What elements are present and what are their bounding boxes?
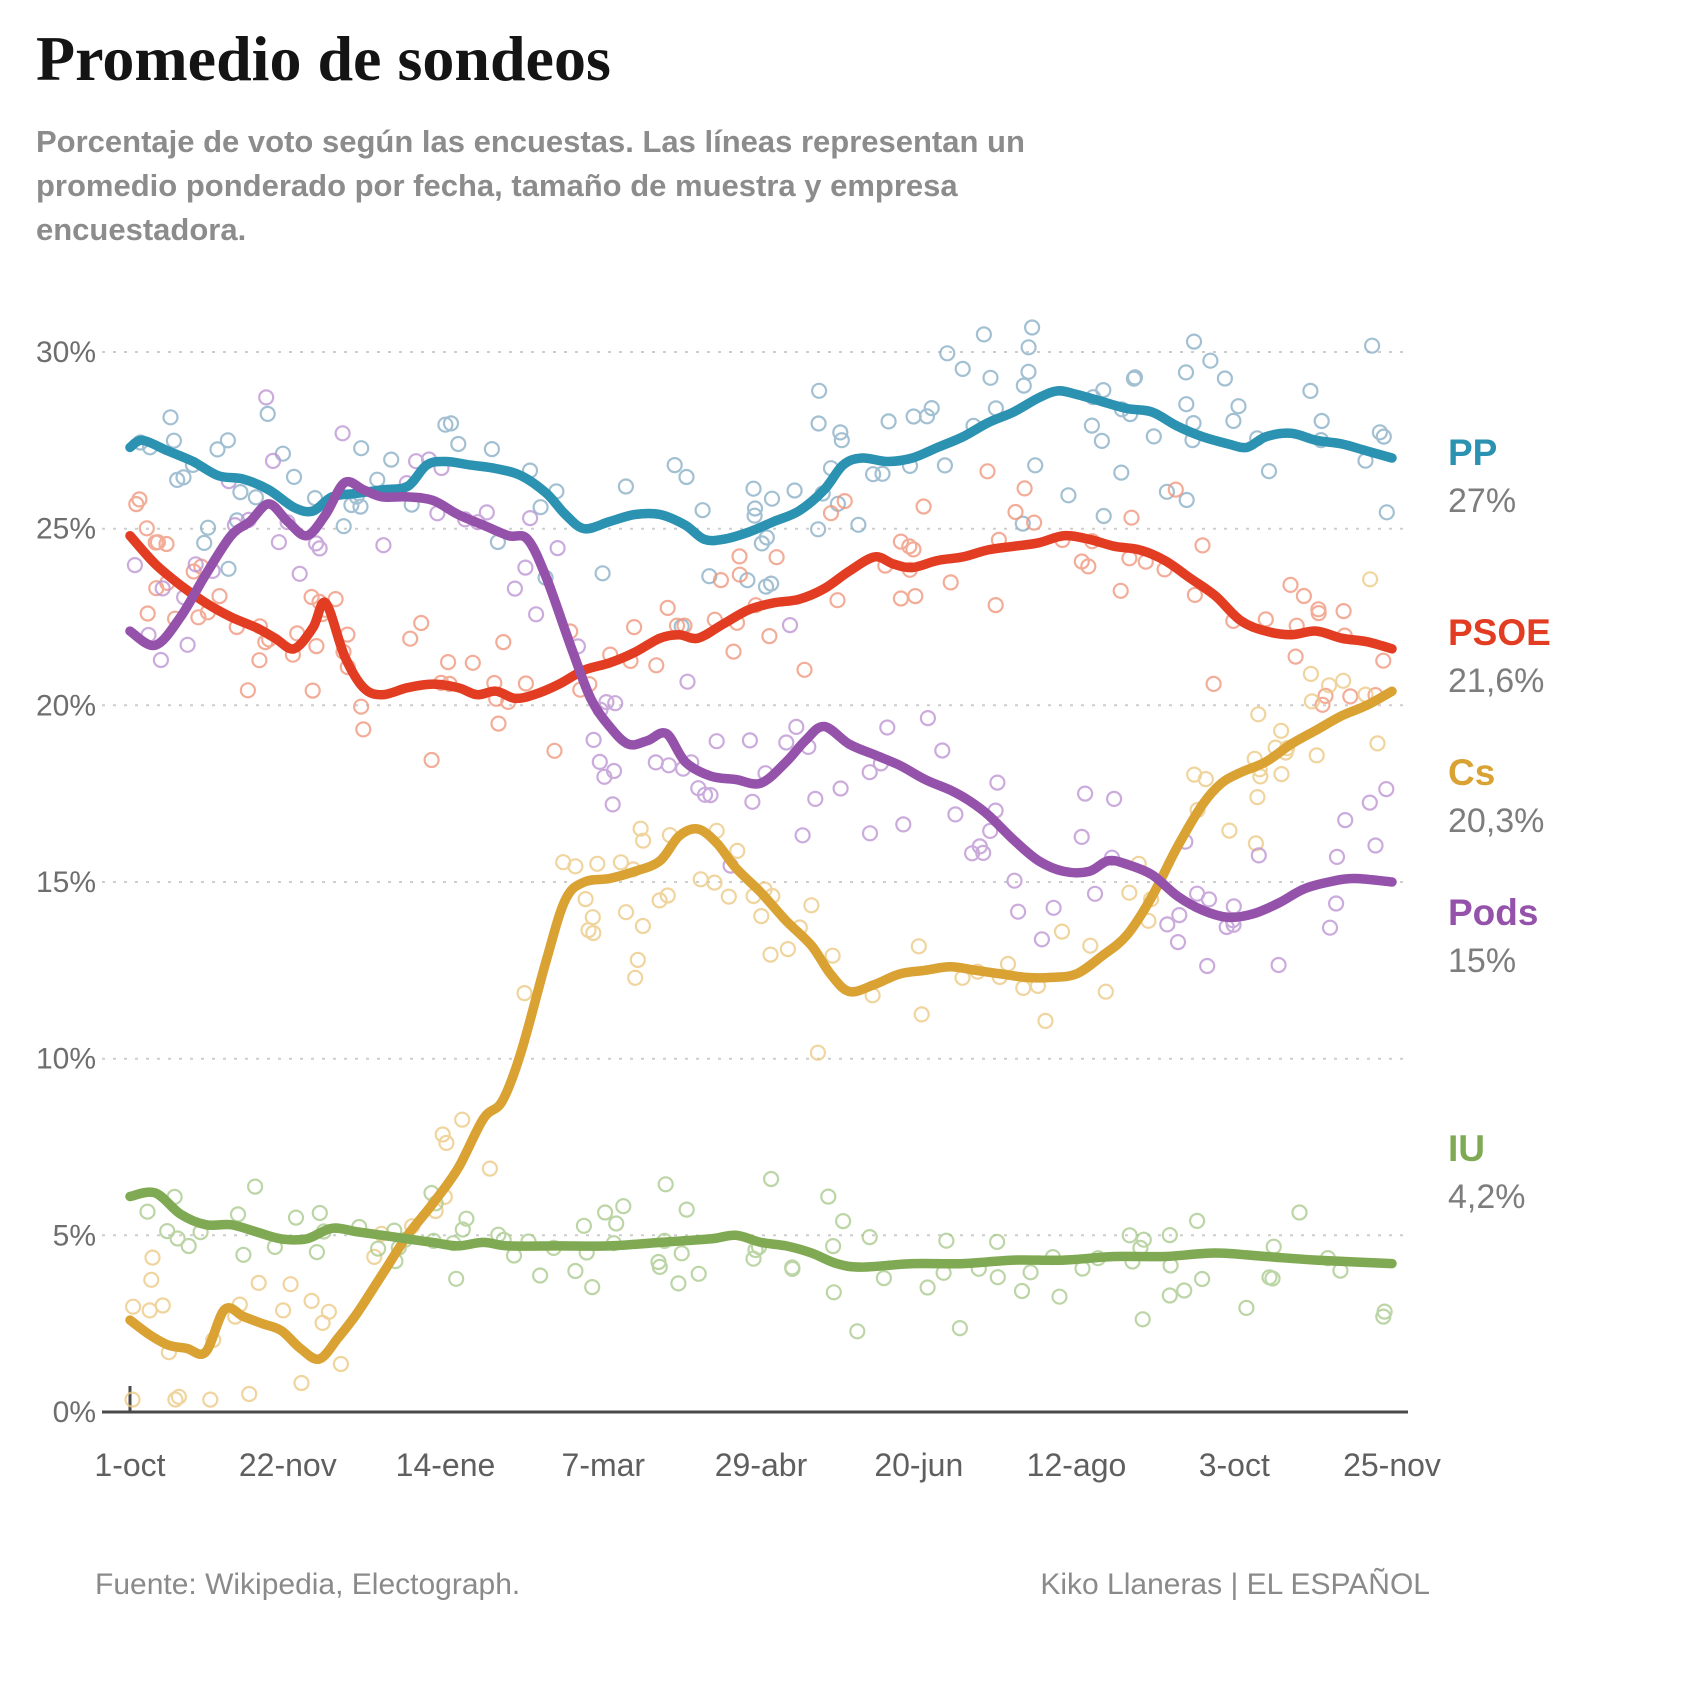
y-axis-label: 0% <box>53 1396 96 1429</box>
x-axis-label: 20-jun <box>874 1447 963 1483</box>
x-axis-label: 25-nov <box>1343 1447 1441 1483</box>
legend-value: 4,2% <box>1448 1178 1526 1216</box>
legend-name: PP <box>1448 432 1498 473</box>
x-axis-labels: 1-oct 22-nov 14-ene 7-mar 29-abr 20-jun 12-ago… <box>94 1447 1440 1483</box>
y-axis-label: 5% <box>53 1219 96 1252</box>
line-IU <box>125 1187 1397 1272</box>
legend-item-IU: IU 4,2% <box>1448 1128 1526 1217</box>
line-PSOE <box>125 530 1397 704</box>
legend-value: 21,6% <box>1448 662 1545 700</box>
legend-item-Cs: Cs 20,3% <box>1448 752 1544 841</box>
x-axis-label: 1-oct <box>94 1447 165 1483</box>
legend-item-PSOE: PSOE 21,6% <box>1448 612 1551 701</box>
legend-value: 27% <box>1448 482 1517 520</box>
legend-value: 15% <box>1448 942 1517 980</box>
chart-header: Promedio de sondeos Porcentaje de voto s… <box>36 22 1666 252</box>
line-Cs <box>125 686 1397 1364</box>
legend-value: 20,3% <box>1448 802 1545 840</box>
y-axis-label: 10% <box>36 1043 96 1076</box>
scatter-PP <box>132 319 1395 635</box>
y-axis-labels: 0% 5% 10% 15% 20% 25% 30% <box>36 336 96 1429</box>
legend-item-Pods: Pods 15% <box>1448 892 1538 981</box>
source-note: Fuente: Wikipedia, Electograph. <box>95 1568 521 1601</box>
chart-footer: Fuente: Wikipedia, Electograph. Kiko Lla… <box>95 1568 1430 1602</box>
y-axis-label: 20% <box>36 689 96 722</box>
y-axis-label: 25% <box>36 513 96 546</box>
x-axis-label: 7-mar <box>562 1447 646 1483</box>
chart-title: Promedio de sondeos <box>36 23 611 94</box>
line-Pods <box>125 476 1397 923</box>
x-axis-label: 12-ago <box>1027 1447 1127 1483</box>
x-axis-label: 22-nov <box>239 1447 337 1483</box>
x-axis-label: 29-abr <box>715 1447 808 1483</box>
legend-name: Pods <box>1448 892 1539 933</box>
legend-item-PP: PP 27% <box>1448 432 1516 521</box>
credit-note: Kiko Llaneras | EL ESPAÑOL <box>1040 1568 1430 1601</box>
x-axis-label: 3-oct <box>1199 1447 1270 1483</box>
legend-name: PSOE <box>1448 612 1551 653</box>
chart-subtitle: Porcentaje de voto según las encuestas. … <box>36 124 1025 248</box>
legend-name: IU <box>1448 1128 1485 1169</box>
y-axis-label: 30% <box>36 336 96 369</box>
y-axis-label: 15% <box>36 866 96 899</box>
x-axis-label: 14-ene <box>396 1447 496 1483</box>
legend-name: Cs <box>1448 752 1496 793</box>
